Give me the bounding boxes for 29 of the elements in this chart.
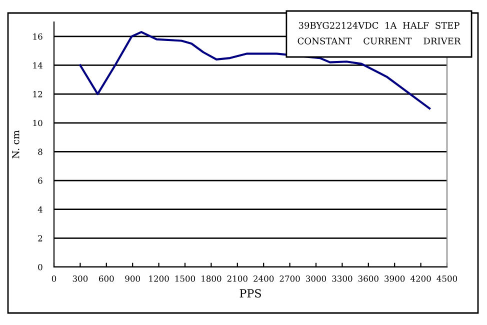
x-tick-label: 1500 bbox=[175, 275, 196, 282]
y-tick-label: 6 bbox=[38, 178, 42, 184]
y-tick-label: 8 bbox=[38, 148, 42, 155]
x-tick-label: 900 bbox=[125, 275, 140, 282]
x-tick-label: 300 bbox=[72, 275, 88, 282]
x-tick-label: 4200 bbox=[410, 275, 431, 282]
y-tick-label: 16 bbox=[33, 33, 42, 40]
x-tick-label: 4500 bbox=[436, 275, 458, 282]
x-tick-label: 2400 bbox=[254, 275, 274, 282]
x-tick-label: 3600 bbox=[358, 275, 378, 282]
x-tick-label: 1200 bbox=[149, 275, 169, 282]
y-tick-label: 14 bbox=[33, 62, 42, 68]
y-tick-label: 10 bbox=[33, 120, 42, 126]
x-tick-label: 0 bbox=[52, 275, 56, 282]
x-tick-label: 1800 bbox=[202, 275, 222, 282]
x-tick-label: 2100 bbox=[227, 275, 248, 282]
y-axis-title: N. cm bbox=[12, 130, 20, 158]
x-tick-label: 2700 bbox=[280, 275, 300, 282]
x-tick-label: 3300 bbox=[332, 275, 352, 282]
annotation: CONSTANT CURRENT DRIVER bbox=[298, 38, 461, 44]
y-tick-label: 4 bbox=[38, 206, 42, 213]
x-tick-label: 600 bbox=[99, 275, 114, 282]
x-tick-label: 3900 bbox=[384, 275, 405, 282]
y-tick-label: 0 bbox=[38, 264, 42, 270]
annotation: 39BYG22124VDC 1A HALF STEP bbox=[298, 22, 460, 29]
x-tick-label: 3000 bbox=[306, 275, 326, 282]
y-tick-label: 2 bbox=[38, 235, 42, 242]
y-tick-label: 12 bbox=[33, 91, 42, 98]
x-axis-title: PPS bbox=[240, 289, 261, 298]
